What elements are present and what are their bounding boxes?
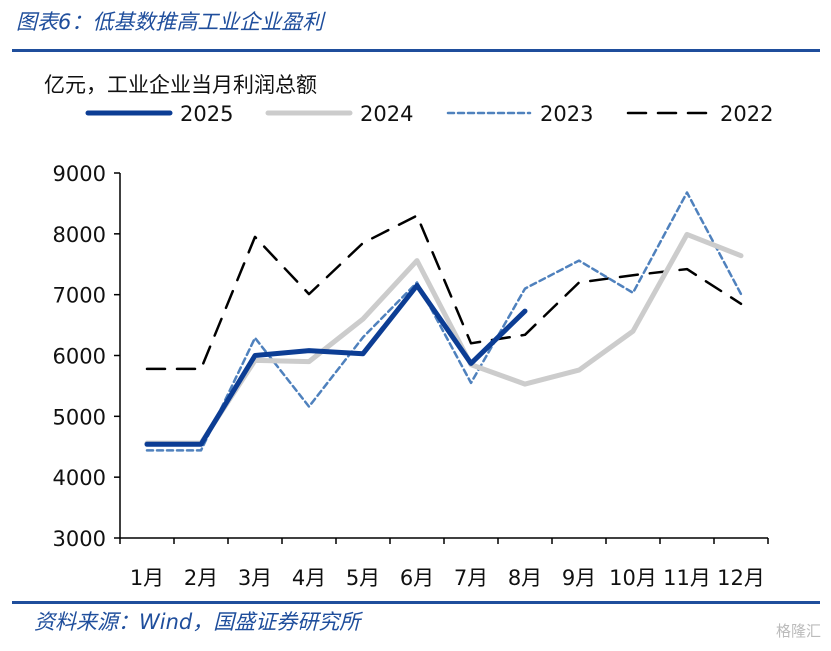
x-tick-label: 11月 xyxy=(663,566,711,590)
legend-label-2025: 2025 xyxy=(180,102,233,126)
figure-title: 图表6：低基数推高工业企业盈利 xyxy=(16,10,324,34)
y-tick-label: 3000 xyxy=(53,527,106,551)
y-tick-label: 4000 xyxy=(53,466,106,490)
x-tick-label: 7月 xyxy=(454,566,488,590)
legend-label-2024: 2024 xyxy=(360,102,413,126)
x-tick-label: 4月 xyxy=(292,566,326,590)
legend-label-2022: 2022 xyxy=(720,102,773,126)
x-tick-label: 1月 xyxy=(130,566,164,590)
x-tick-label: 12月 xyxy=(717,566,765,590)
y-tick-label: 5000 xyxy=(53,405,106,429)
x-tick-label: 3月 xyxy=(238,566,272,590)
y-tick-label: 6000 xyxy=(53,345,106,369)
line-chart: 亿元，工业企业当月利润总额 2025 2024 2023 2022 3000 4000 5… xyxy=(44,73,773,590)
series-lines xyxy=(144,191,744,452)
y-tick-label: 8000 xyxy=(53,223,106,247)
top-rule xyxy=(12,49,820,52)
axes: 3000 4000 5000 6000 7000 8000 9000 1月 2月 3月 4月 5月 6月… xyxy=(53,162,769,590)
x-tick-label: 8月 xyxy=(508,566,542,590)
y-tick-label: 7000 xyxy=(53,284,106,308)
series-line-2023 xyxy=(145,191,743,452)
legend-label-2023: 2023 xyxy=(540,102,593,126)
y-tick-label: 9000 xyxy=(53,162,106,186)
watermark: 格隆汇 xyxy=(775,622,821,640)
y-unit-label: 亿元，工业企业当月利润总额 xyxy=(44,73,317,97)
x-tick-label: 2月 xyxy=(184,566,218,590)
source-note: 资料来源：Wind，国盛证券研究所 xyxy=(34,610,361,634)
x-tick-label: 9月 xyxy=(562,566,596,590)
series-line-2024 xyxy=(144,231,744,446)
x-tick-label: 10月 xyxy=(609,566,657,590)
bottom-rule xyxy=(12,601,820,604)
series-line-2022 xyxy=(145,214,743,371)
series-line-2025 xyxy=(144,283,528,447)
x-tick-label: 6月 xyxy=(400,566,434,590)
x-tick-label: 5月 xyxy=(346,566,380,590)
legend: 2025 2024 2023 2022 xyxy=(85,102,773,126)
